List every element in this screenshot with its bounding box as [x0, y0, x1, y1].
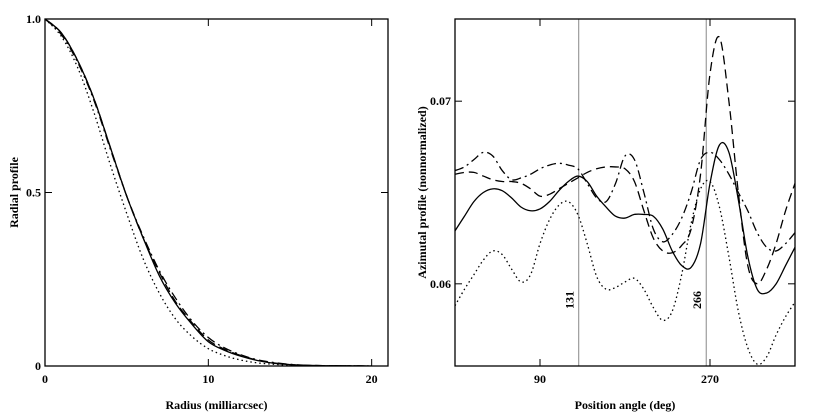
series-line-dashed	[45, 19, 372, 366]
x-tick-label: 90	[534, 372, 546, 386]
y-axis-label: Azimutal profile (nonnormalized)	[415, 106, 429, 278]
y-tick-label: 0.5	[26, 186, 41, 200]
series-line-dotted	[45, 19, 372, 366]
x-axis-label: Position angle (deg)	[575, 398, 676, 412]
series-line-dashdot	[455, 151, 795, 252]
x-tick-label: 0	[42, 372, 48, 386]
series-line-solid	[455, 141, 795, 295]
series-line-dashed	[455, 35, 795, 285]
y-tick-label: 0.07	[430, 94, 451, 108]
reference-line-label: 131	[562, 291, 576, 309]
series-line-solid	[45, 19, 372, 366]
y-tick-label: 0.06	[430, 277, 451, 291]
x-tick-label: 20	[366, 372, 378, 386]
series-line-dotted	[455, 179, 795, 366]
azimuthal-profile-panel: 131 266 90 270 0.06 0.07 Position angle (deg) A…	[415, 18, 796, 412]
y-tick-label: 1.0	[26, 12, 41, 26]
x-tick-label: 270	[701, 372, 719, 386]
plot-frame	[454, 18, 796, 367]
y-axis-label: Radial profile	[7, 156, 21, 227]
radial-profile-panel: 0 10 20 0 0.5 1.0 Radius (milliarcsec) Radial p…	[7, 12, 389, 412]
reference-line-label: 266	[690, 291, 704, 309]
y-tick-label: 0	[35, 359, 41, 373]
plot-frame	[44, 18, 389, 367]
x-axis-label: Radius (milliarcsec)	[165, 398, 267, 412]
x-tick-label: 10	[202, 372, 214, 386]
series-line-dashdot	[45, 19, 372, 366]
